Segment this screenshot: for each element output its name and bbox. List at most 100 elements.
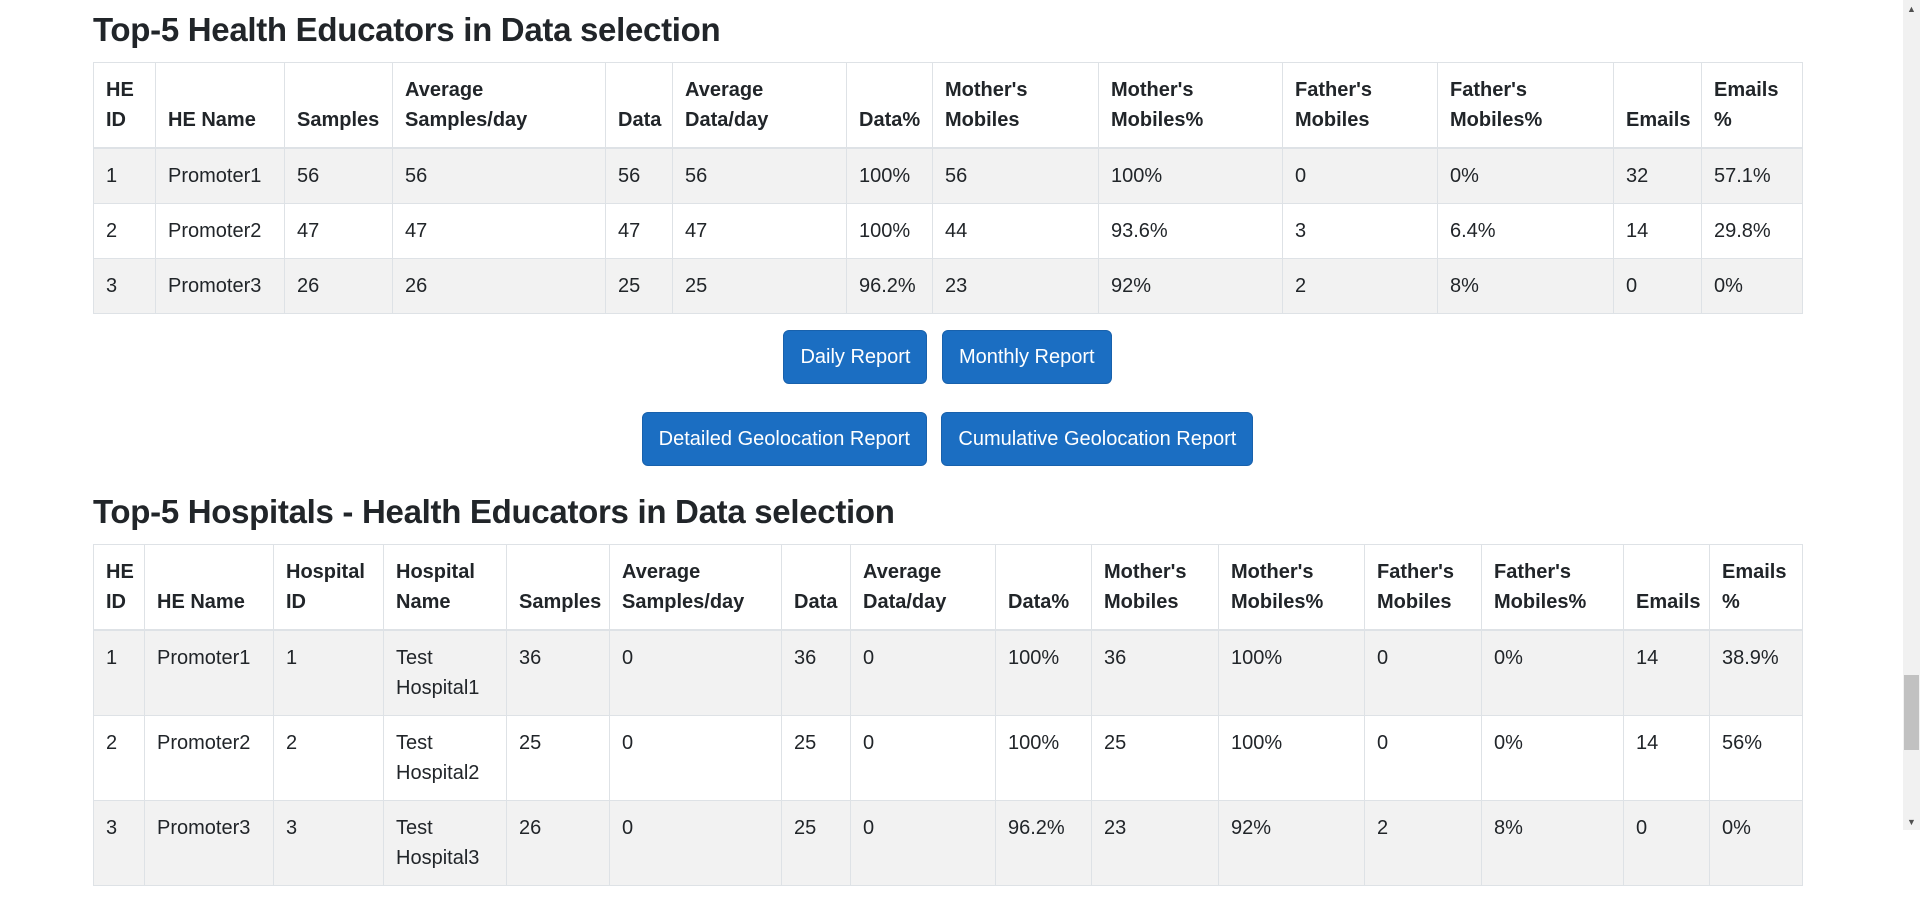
table-cell: 0% (1437, 147, 1614, 204)
table-cell: 8% (1437, 258, 1614, 314)
table-cell: 47 (392, 203, 606, 259)
table-cell: 25 (672, 258, 847, 314)
table-cell: 36 (781, 629, 851, 716)
column-header: Father's Mobiles% (1481, 544, 1624, 631)
column-header: Father's Mobiles (1282, 62, 1438, 149)
table-cell: 0 (850, 715, 996, 801)
report-buttons-row-2: Detailed Geolocation Report Cumulative G… (93, 412, 1802, 466)
table-cell: 56 (392, 147, 606, 204)
header-row: HE ID HE Name Samples Average Samples/day Da… (93, 62, 1803, 149)
table-cell: 26 (284, 258, 393, 314)
column-header: Hospital Name (383, 544, 507, 631)
table-cell: Test Hospital2 (383, 715, 507, 801)
column-header: Emails (1623, 544, 1710, 631)
table-cell: 8% (1481, 800, 1624, 886)
table-cell: Promoter3 (155, 258, 285, 314)
table-cell: Promoter3 (144, 800, 274, 886)
table-cell: 14 (1623, 629, 1710, 716)
table-cell: 100% (1098, 147, 1283, 204)
column-header: HE ID (93, 62, 156, 149)
table-cell: 3 (93, 800, 145, 886)
table-cell: 25 (605, 258, 673, 314)
report-buttons-row-1: Daily Report Monthly Report (93, 330, 1802, 384)
monthly-report-button[interactable]: Monthly Report (941, 330, 1112, 384)
table-cell: 36 (506, 629, 610, 716)
table-cell: 1 (273, 629, 384, 716)
column-header: Average Samples/day (392, 62, 606, 149)
table-cell: 100% (1218, 629, 1365, 716)
table-cell: 47 (605, 203, 673, 259)
column-header: Emails % (1701, 62, 1803, 149)
table-cell: 100% (995, 629, 1092, 716)
header-row: HE ID HE Name Hospital ID Hospital Name Samp… (93, 544, 1803, 631)
table-cell: 23 (932, 258, 1099, 314)
column-header: Mother's Mobiles% (1218, 544, 1365, 631)
column-header: Mother's Mobiles% (1098, 62, 1283, 149)
table-cell: 100% (995, 715, 1092, 801)
table-cell: 25 (1091, 715, 1219, 801)
section-title-hospitals-health-educators: Top-5 Hospitals - Health Educators in Da… (93, 493, 895, 530)
table-cell: 2 (1364, 800, 1482, 886)
table-cell: 26 (392, 258, 606, 314)
table-cell: 0% (1709, 800, 1803, 886)
column-header: Average Samples/day (609, 544, 782, 631)
table-cell: 1 (93, 147, 156, 204)
table-cell: 0 (609, 800, 782, 886)
table-cell: 0% (1701, 258, 1803, 314)
table-cell: 3 (1282, 203, 1438, 259)
table-cell: 38.9% (1709, 629, 1803, 716)
cumulative-geolocation-report-button[interactable]: Cumulative Geolocation Report (941, 412, 1254, 466)
table-cell: Test Hospital1 (383, 629, 507, 716)
vertical-scrollbar[interactable]: ▲ ▼ (1903, 0, 1920, 830)
table-row: 2 Promoter2 2 Test Hospital2 25 0 25 0 100% 25 100… (93, 715, 1803, 801)
daily-report-button[interactable]: Daily Report (783, 330, 928, 384)
table-cell: 0 (850, 800, 996, 886)
table-cell: 36 (1091, 629, 1219, 716)
table-cell: 23 (1091, 800, 1219, 886)
table-cell: 92% (1218, 800, 1365, 886)
section-title-health-educators: Top-5 Health Educators in Data selection (93, 11, 721, 48)
table-cell: 0 (1623, 800, 1710, 886)
table-cell: 44 (932, 203, 1099, 259)
detailed-geolocation-report-button[interactable]: Detailed Geolocation Report (641, 412, 927, 466)
table-cell: 2 (273, 715, 384, 801)
table-cell: 56% (1709, 715, 1803, 801)
page-content: Top-5 Health Educators in Data selection… (93, 0, 1803, 902)
column-header: Emails % (1709, 544, 1803, 631)
table-cell: 2 (93, 715, 145, 801)
table-cell: 100% (846, 203, 933, 259)
table-cell: 0% (1481, 629, 1624, 716)
table-cell: 56 (672, 147, 847, 204)
table-cell: 96.2% (846, 258, 933, 314)
scroll-up-button[interactable]: ▲ (1903, 0, 1920, 17)
table-cell: 100% (1218, 715, 1365, 801)
column-header: Data% (846, 62, 933, 149)
table-cell: 0 (1282, 147, 1438, 204)
scroll-down-button[interactable]: ▼ (1903, 813, 1920, 830)
scroll-up-icon: ▲ (1907, 3, 1916, 14)
table-cell: 14 (1623, 715, 1710, 801)
column-header: Samples (284, 62, 393, 149)
table-cell: 2 (93, 203, 156, 259)
table-row: 1 Promoter1 1 Test Hospital1 36 0 36 0 100% 36 100… (93, 629, 1803, 716)
scrollbar-thumb[interactable] (1904, 675, 1919, 750)
health-educators-table: HE ID HE Name Samples Average Samples/day Da… (93, 62, 1803, 314)
column-header: HE Name (144, 544, 274, 631)
column-header: Mother's Mobiles (1091, 544, 1219, 631)
table-cell: 92% (1098, 258, 1283, 314)
table-cell: 0 (609, 629, 782, 716)
table-cell: 25 (781, 715, 851, 801)
table-cell: 0 (1613, 258, 1702, 314)
table-cell: 47 (284, 203, 393, 259)
column-header: Mother's Mobiles (932, 62, 1099, 149)
column-header: Hospital ID (273, 544, 384, 631)
column-header: Average Data/day (672, 62, 847, 149)
table-row: 3 Promoter3 26 26 25 25 96.2% 23 92% 2 8% 0 0% (93, 258, 1803, 314)
table-cell: 56 (605, 147, 673, 204)
table-cell: 25 (781, 800, 851, 886)
table-cell: 14 (1613, 203, 1702, 259)
table-row: 1 Promoter1 56 56 56 56 100% 56 100% 0 0% 32 57.1% (93, 147, 1803, 204)
table-cell: Promoter2 (144, 715, 274, 801)
table-cell: 47 (672, 203, 847, 259)
table-cell: 2 (1282, 258, 1438, 314)
